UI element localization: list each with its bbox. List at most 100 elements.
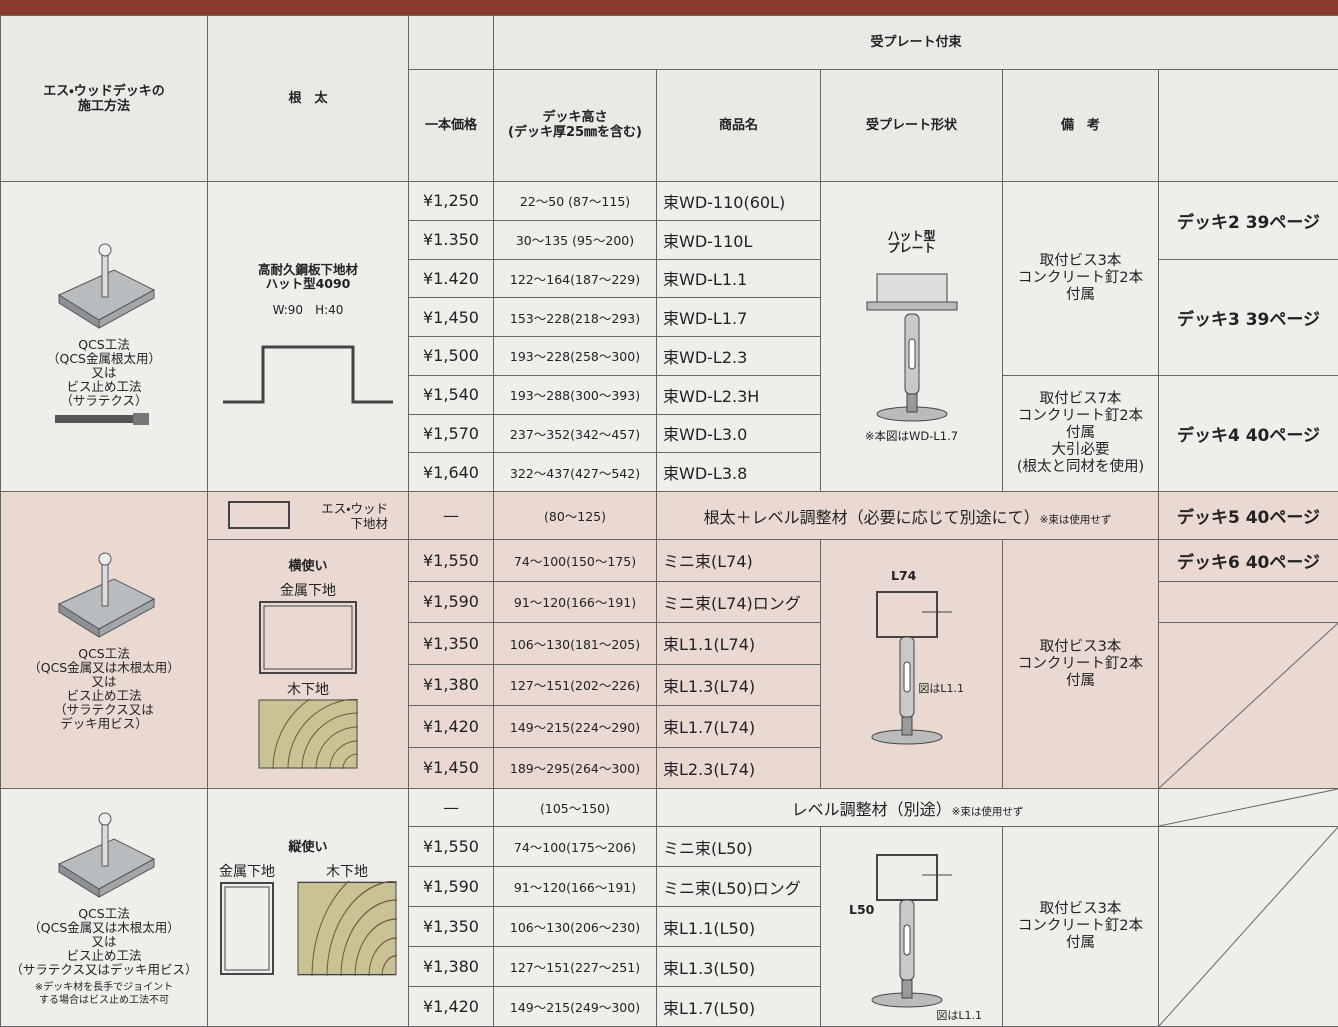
remarks: 取付ビス3本 コンクリート釘2本 付属: [1003, 540, 1159, 789]
header-group: 受プレート付束: [494, 16, 1338, 70]
product-name: 束WD-L2.3: [657, 337, 821, 376]
joist-cell: 縦使い金属下地木下地: [208, 789, 409, 1027]
method-text: QCS工法 （QCS金属又は木根太用） 又は ビス止め工法 （サラテクス又は デ…: [1, 647, 207, 731]
deck-height: 193～288(300～393): [494, 375, 657, 414]
joist-cell: 横使い金属下地木下地: [208, 540, 409, 789]
product-name: 束WD-L1.7: [657, 298, 821, 337]
price: ¥1,350: [409, 623, 494, 665]
deck-height: 127～151(202～226): [494, 664, 657, 706]
table-row: QCS工法 （QCS金属又は木根太用） 又は ビス止め工法 （サラテクス又は デ…: [1, 492, 1338, 540]
deck-height: 74～100(150～175): [494, 540, 657, 582]
remarks: 取付ビス3本 コンクリート釘2本 付属: [1003, 182, 1159, 376]
table-row: QCS工法 （QCS金属根太用） 又は ビス止め工法 （サラテクス）高耐久鋼板下…: [1, 182, 1338, 221]
wood-illustration: [297, 881, 397, 980]
product-name: 束L1.1(L50): [657, 907, 821, 947]
plate-illustration-svg: [852, 840, 972, 1010]
price: —: [409, 789, 494, 827]
joist-first-text: エス・ウッド 下地材: [321, 501, 388, 531]
deck-height: 74～100(175～206): [494, 827, 657, 867]
plate-cell: ハット型 プレート ※本図はWD-L1.7: [821, 182, 1003, 492]
remarks: 取付ビス3本 コンクリート釘2本 付属: [1003, 827, 1159, 1027]
price: ¥1,350: [409, 907, 494, 947]
metal-illustration-svg: [219, 881, 275, 976]
title-band: [0, 0, 1338, 15]
header-method: エス・ウッドデッキの 施工方法: [1, 16, 208, 182]
price: ¥1,420: [409, 987, 494, 1027]
reference: デッキ2 39ページ: [1159, 182, 1338, 260]
method-cell: QCS工法 （QCS金属又は木根太用） 又は ビス止め工法 （サラテクス又はデッ…: [1, 789, 208, 1027]
metal-illustration: [208, 600, 408, 679]
product-name: 束WD-L3.0: [657, 414, 821, 453]
wood-illustration: [208, 699, 408, 773]
product-name: ミニ束(L50)ロング: [657, 867, 821, 907]
deck-height: 106～130(206～230): [494, 907, 657, 947]
plate-label: ハット型 プレート: [821, 230, 1002, 254]
product-name: 束WD-110L: [657, 220, 821, 259]
header-price: 一本価格: [409, 69, 494, 181]
plate-illustration: [821, 840, 1002, 1014]
product-name: ミニ束(L50): [657, 827, 821, 867]
diagonal: [1159, 827, 1338, 1026]
product-name: 束L1.7(L74): [657, 706, 821, 748]
deck-height: 237～352(342～457): [494, 414, 657, 453]
price: ¥1,540: [409, 375, 494, 414]
method-illustration-svg: [44, 240, 164, 335]
sub-joist-icon: [228, 501, 290, 529]
reference: デッキ5 40ページ: [1159, 492, 1338, 540]
product-name: ミニ束(L74): [657, 540, 821, 582]
reference: [1159, 789, 1338, 827]
diagonal: [1159, 623, 1338, 788]
price: ¥1,450: [409, 298, 494, 337]
wood-illustration-svg: [297, 881, 397, 976]
method-note: ※デッキ材を長手でジョイント する場合はビス止め工法不可: [1, 981, 207, 1007]
price: ¥1,250: [409, 182, 494, 221]
screw-illustration-svg: [49, 408, 159, 430]
plate-note: 図はL1.1: [918, 680, 964, 696]
method-text: QCS工法 （QCS金属又は木根太用） 又は ビス止め工法 （サラテクス又はデッ…: [1, 907, 207, 977]
joist-size: W:90 H:40: [208, 301, 408, 318]
price: ¥1,590: [409, 581, 494, 623]
joist-orientation: 縦使い: [208, 836, 408, 855]
product-note: ※束は使用せず: [1040, 514, 1112, 526]
price: ¥1,380: [409, 947, 494, 987]
deck-height: 189～295(264～300): [494, 747, 657, 789]
price: ¥1,640: [409, 453, 494, 492]
reference: デッキ3 39ページ: [1159, 259, 1338, 375]
product-name: 束WD-L1.1: [657, 259, 821, 298]
price: —: [409, 492, 494, 540]
plate-illustration-svg: [857, 254, 967, 424]
joist-first: エス・ウッド 下地材: [208, 492, 409, 540]
method-illustration: [1, 549, 207, 647]
plate-label: L50: [849, 902, 874, 917]
wood-col: 木下地: [297, 861, 397, 980]
deck-height: 30～135 (95～200): [494, 220, 657, 259]
plate-illustration: [821, 254, 1002, 428]
metal-illustration-svg: [258, 600, 358, 675]
deck-height: 22～50 (87～115): [494, 182, 657, 221]
joist-orientation: 横使い: [208, 555, 408, 574]
price: ¥1.420: [409, 259, 494, 298]
deck-height: 149～215(249～300): [494, 987, 657, 1027]
deck-height: (80～125): [494, 492, 657, 540]
method-text: QCS工法 （QCS金属根太用） 又は ビス止め工法 （サラテクス）: [1, 338, 207, 408]
metal-illustration: [219, 881, 275, 980]
method-illustration-svg: [44, 809, 164, 904]
plate-note: ※本図はWD-L1.7: [821, 428, 1002, 444]
reference-empty: [1159, 623, 1338, 789]
method-cell: QCS工法 （QCS金属又は木根太用） 又は ビス止め工法 （サラテクス又は デ…: [1, 492, 208, 789]
product-name: レベル調整材（別途）※束は使用せず: [657, 789, 1159, 827]
product-name: 束WD-L3.8: [657, 453, 821, 492]
product-name: 束WD-L2.3H: [657, 375, 821, 414]
deck-height: 106～130(181～205): [494, 623, 657, 665]
page: 束 一覧表 {"header":{"method":"エス・ウッドデッキの\n施…: [0, 0, 1338, 922]
product-name: 束L1.3(L50): [657, 947, 821, 987]
plate-illustration: [821, 577, 1002, 751]
metal-col: 金属下地: [219, 861, 275, 980]
wood-illustration-svg: [258, 699, 358, 769]
reference-empty: [1159, 827, 1338, 1027]
